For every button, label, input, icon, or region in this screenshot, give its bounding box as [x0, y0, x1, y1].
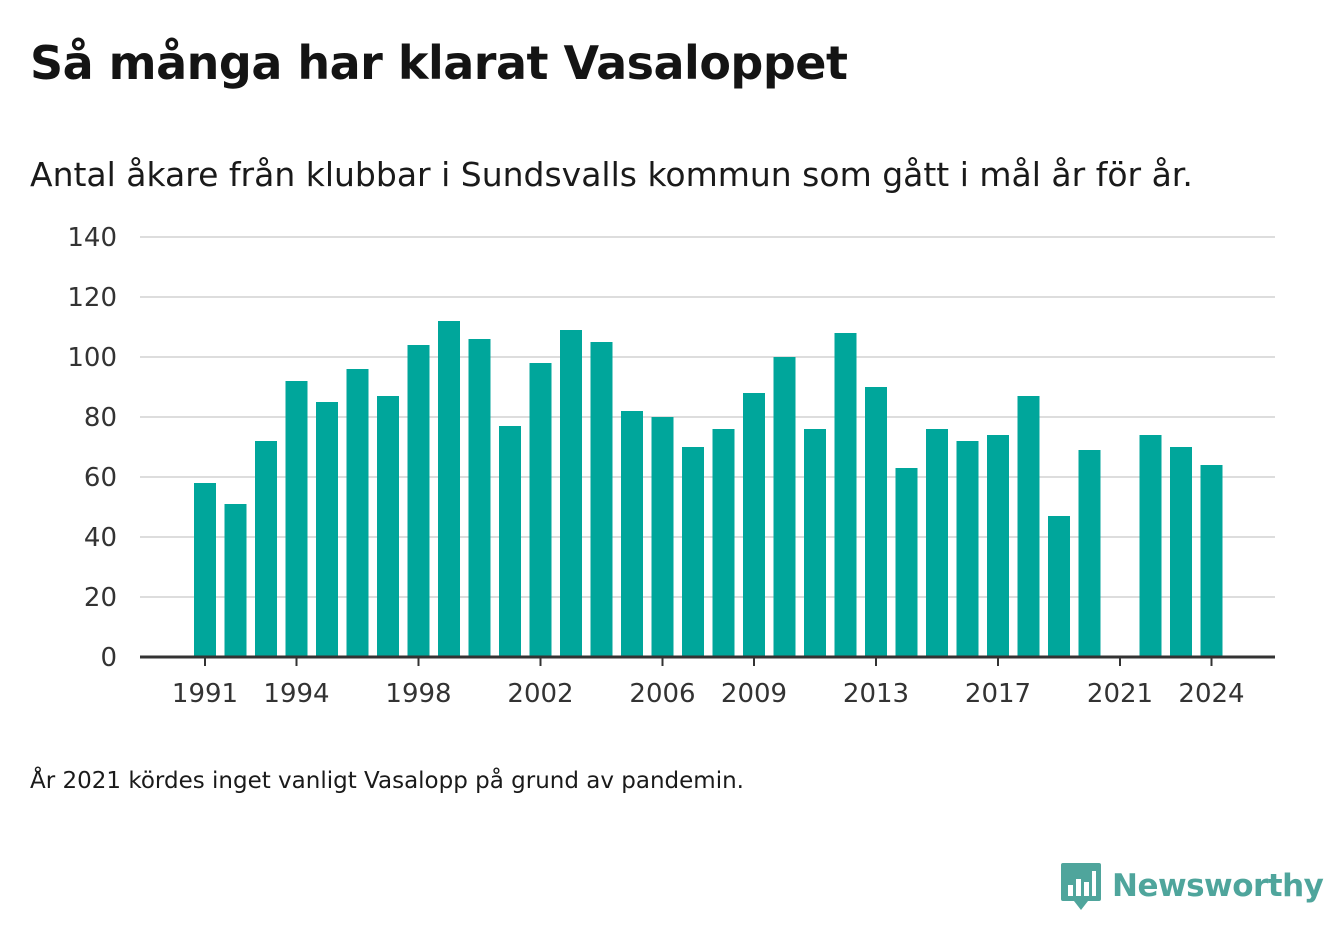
bar-2011	[804, 429, 826, 657]
bar-2016	[956, 441, 979, 657]
bar-2010	[773, 357, 796, 657]
bar-2020	[1078, 450, 1101, 657]
bar-1991	[194, 483, 216, 657]
y-tick-label: 100	[67, 343, 117, 373]
brand[interactable]: Newsworthy	[1060, 860, 1324, 912]
y-tick-label: 120	[67, 283, 117, 313]
bar-2015	[926, 429, 948, 657]
y-tick-label: 80	[84, 403, 117, 433]
bar-2008	[712, 429, 735, 657]
axes: 0 20 40 60 80 100 120 140 1991 1994 1998 2002 2006 20…	[67, 223, 1275, 709]
brand-name: Newsworthy	[1112, 868, 1324, 904]
bar-2002	[529, 363, 552, 657]
bar-2019	[1048, 516, 1070, 657]
bar-2003	[560, 330, 582, 657]
y-tick-label: 60	[84, 463, 117, 493]
x-tick-label: 2009	[721, 679, 787, 709]
y-tick-label: 140	[67, 223, 117, 253]
bar-1999	[438, 321, 460, 657]
y-tick-label: 0	[100, 643, 117, 673]
y-tick-label: 20	[84, 583, 117, 613]
bar-1997	[377, 396, 399, 657]
bar-2005	[621, 411, 643, 657]
x-tick-label: 1994	[263, 679, 329, 709]
bar-2023	[1170, 447, 1192, 657]
x-tick-label: 2006	[629, 679, 695, 709]
chart-subtitle: Antal åkare från klubbar i Sundsvalls ko…	[30, 155, 1193, 194]
bar-2004	[590, 342, 613, 657]
x-tick-label: 2021	[1087, 679, 1153, 709]
bar-1995	[316, 402, 338, 657]
bar-1998	[407, 345, 430, 657]
bar-2001	[499, 426, 521, 657]
bar-2013	[865, 387, 887, 657]
bar-2009	[743, 393, 765, 657]
bar-2007	[682, 447, 704, 657]
bar-2018	[1017, 396, 1040, 657]
x-tick-label: 1998	[385, 679, 451, 709]
bar-1996	[346, 369, 369, 657]
bar-2024	[1200, 465, 1223, 657]
bar-1992	[224, 504, 247, 657]
x-tick-label: 2013	[843, 679, 909, 709]
x-tick-label: 1991	[172, 679, 238, 709]
footnote: År 2021 kördes inget vanligt Vasalopp på…	[30, 768, 744, 794]
y-tick-label: 40	[84, 523, 117, 553]
x-tick-label: 2024	[1178, 679, 1244, 709]
bar-2000	[468, 339, 491, 657]
x-tick-label: 2017	[965, 679, 1031, 709]
x-tick-label: 2002	[507, 679, 573, 709]
newsworthy-logo-icon	[1061, 863, 1101, 910]
bar-2014	[895, 468, 918, 657]
chart-title: Så många har klarat Vasaloppet	[30, 36, 848, 90]
gridlines	[140, 236, 1275, 598]
bar-chart: 0 20 40 60 80 100 120 140 1991 1994 1998 2002 2006 20…	[67, 223, 1275, 709]
bar-2006	[651, 417, 674, 657]
bar-2012	[834, 333, 857, 657]
bar-2022	[1139, 435, 1162, 657]
bar-1994	[285, 381, 308, 657]
bar-1993	[255, 441, 277, 657]
bar-2017	[987, 435, 1009, 657]
bars	[194, 321, 1223, 657]
